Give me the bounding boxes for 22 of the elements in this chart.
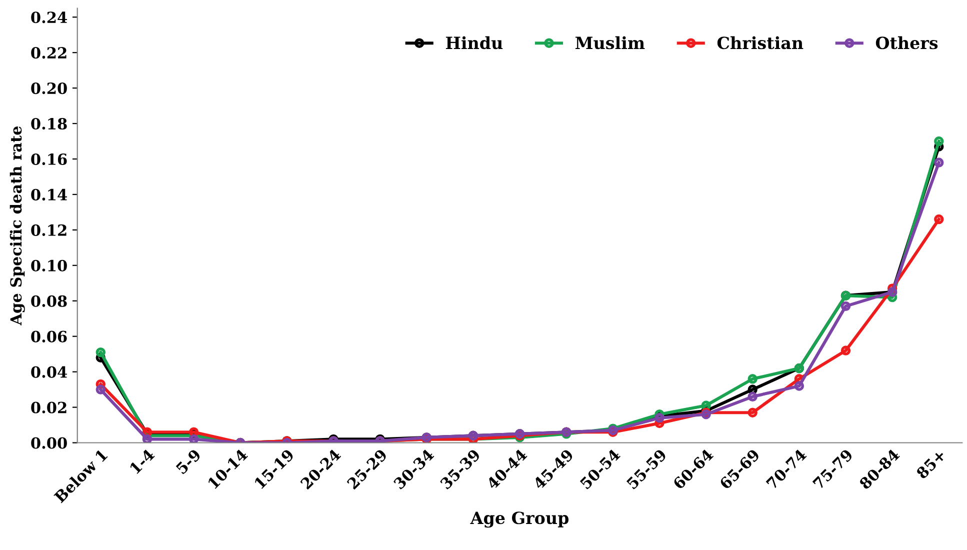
- y-tick-label: 0.24: [31, 12, 68, 24]
- y-tick-label: 0.14: [31, 188, 68, 200]
- y-tick-label: 0.00: [31, 437, 67, 449]
- y-axis-title: Age Specific death rate: [10, 126, 25, 326]
- x-tick-label: 1-4: [129, 448, 155, 474]
- y-tick-label: 0.16: [31, 153, 67, 166]
- legend-label: Hindu: [446, 36, 503, 50]
- legend-label: Muslim: [576, 36, 645, 50]
- legend-label: Christian: [717, 36, 804, 50]
- legend-label: Others: [876, 36, 938, 50]
- x-tick-label: 85+: [916, 448, 946, 480]
- y-tick-label: 0.22: [31, 47, 66, 59]
- y-tick-label: 0.10: [31, 260, 67, 272]
- y-tick-label: 0.08: [31, 295, 67, 307]
- y-tick-label: 0.18: [31, 118, 67, 130]
- y-tick-label: 0.20: [31, 82, 67, 94]
- y-tick-label: 0.02: [31, 402, 66, 414]
- y-tick-label: 0.06: [31, 330, 67, 342]
- y-tick-label: 0.04: [31, 366, 68, 378]
- x-tick-label: 5-9: [175, 448, 202, 475]
- y-tick-label: 0.12: [31, 224, 66, 236]
- x-axis-title: Age Group: [470, 512, 569, 528]
